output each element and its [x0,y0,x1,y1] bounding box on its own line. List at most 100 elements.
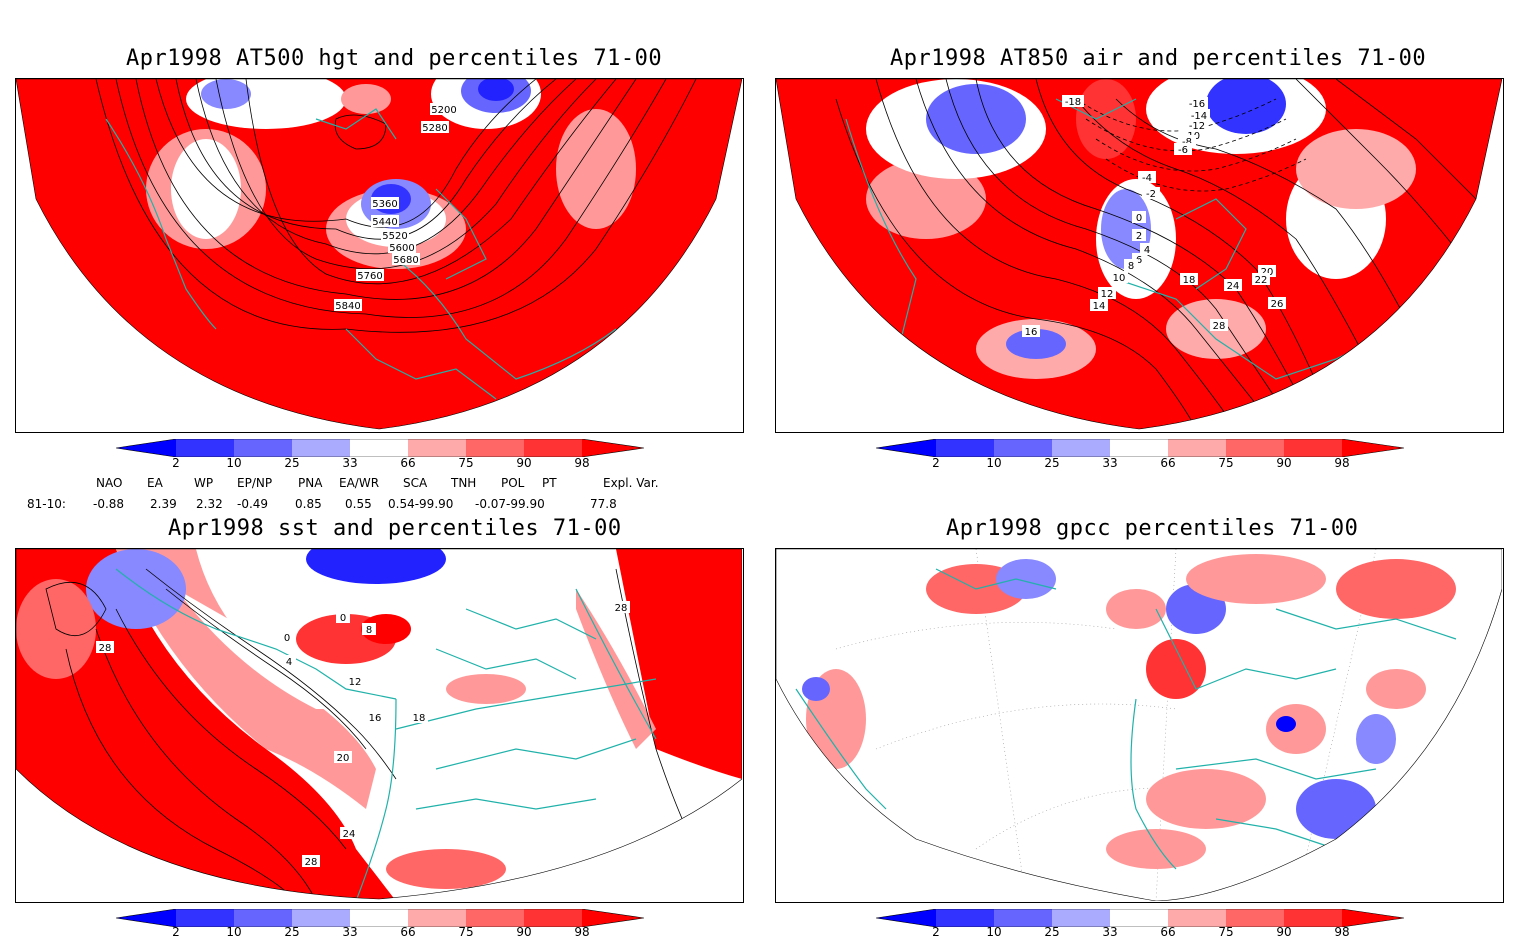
colorbar-tick: 66 [1160,925,1176,939]
colorbar-tick: 90 [1276,925,1292,939]
contour-label: 8 [366,625,372,636]
contour-label: 5200 [431,105,456,116]
colorbar-tick: 25 [1044,925,1060,939]
colorbar-at500: 2 10 25 33 66 75 90 98 [115,438,645,475]
colorbar-tick: 66 [400,456,416,470]
index-header: Expl. Var. [603,476,659,490]
contour-label: 5600 [389,243,414,254]
index-value: 2.39 [150,497,177,511]
contour-label: 18 [1183,275,1196,286]
colorbar-tick: 75 [458,925,474,939]
panel-title-at500: Apr1998 AT500 hgt and percentiles 71-00 [126,46,663,71]
contour-label: 12 [1101,289,1114,300]
colorbar-tick: 33 [342,456,358,470]
contour-label: 10 [1113,273,1126,284]
contour-label: 24 [1227,281,1240,292]
contour-label: -6 [1178,145,1188,156]
panel-title-sst: Apr1998 sst and percentiles 71-00 [168,516,622,541]
colorbar-tick: 2 [932,925,940,939]
index-header: PNA [298,476,323,490]
contour-label: -2 [1146,189,1156,200]
index-header: POL [501,476,525,490]
colorbar-tick: 25 [284,925,300,939]
contour-label: -16 [1189,99,1205,110]
contour-label: 24 [343,829,356,840]
colorbar-tick: 10 [986,925,1002,939]
colorbar-tick: 10 [226,925,242,939]
contour-label: 28 [615,603,628,614]
contour-label: 0 [1136,213,1142,224]
contour-label: -14 [1191,111,1207,122]
contour-label: 5520 [382,231,407,242]
colorbar-tick: 98 [1334,456,1350,470]
contour-label: 5280 [422,123,447,134]
contour-label: 26 [1271,299,1284,310]
map-panel-at850: -18 -16 -14 -12 -10 -8 -6 -4 -2 0 2 4 6 … [775,78,1504,433]
colorbar-tick: 75 [1218,456,1234,470]
map-gpcc [776,549,1502,901]
index-value: -0.88 [93,497,125,511]
index-value: 0.55 [345,497,372,511]
panel-title-at850: Apr1998 AT850 air and percentiles 71-00 [890,46,1427,71]
colorbar-tick: 98 [1334,925,1350,939]
contour-label: -12 [1189,121,1205,132]
index-header: PT [542,476,557,490]
contour-label: 28 [1213,321,1226,332]
contour-label: 2 [1136,231,1142,242]
map-at850: -18 -16 -14 -12 -10 -8 -6 -4 -2 0 2 4 6 … [776,79,1502,430]
colorbar-tick: 90 [516,925,532,939]
colorbar-tick: 98 [574,456,590,470]
index-value: -0.49 [237,497,269,511]
contour-label: -4 [1142,173,1152,184]
index-row-label: 81-10: [27,497,66,511]
index-value: 2.32 [196,497,223,511]
contour-label: 5760 [357,271,382,282]
map-at500: 5200 5280 5360 5440 5520 5600 5680 5760 … [16,79,742,430]
contour-label: 14 [1093,301,1106,312]
map-panel-sst: 0 0 4 8 12 16 18 20 24 28 28 28 [15,548,744,903]
index-header: TNH [451,476,477,490]
colorbar-sst: 2 10 25 33 66 75 90 98 [115,908,645,940]
index-value: 0.85 [295,497,322,511]
contour-label: -8 [1182,137,1192,148]
contour-label: 6 [1136,255,1142,266]
index-header: NAO [96,476,123,490]
index-value: 0.54-99.90 [388,497,454,511]
colorbar-tick: 66 [400,925,416,939]
map-sst: 0 0 4 8 12 16 18 20 24 28 28 28 [16,549,742,900]
index-header: WP [194,476,214,490]
contour-label: 4 [1144,245,1150,256]
contour-label: 5360 [372,199,397,210]
colorbar-tick: 90 [1276,456,1292,470]
index-value: -0.07-99.90 [475,497,545,511]
colorbar-tick: 2 [172,925,180,939]
colorbar-tick: 75 [458,456,474,470]
colorbar-tick: 90 [516,456,532,470]
colorbar-tick: 10 [986,456,1002,470]
contour-label: 8 [1128,261,1134,272]
colorbar-tick: 33 [1102,456,1118,470]
map-panel-gpcc [775,548,1504,903]
index-header: EP/NP [237,476,273,490]
contour-label: 16 [1025,327,1038,338]
index-header: EA [147,476,163,490]
contour-label: 12 [349,677,362,688]
colorbar-tick: 66 [1160,456,1176,470]
contour-label: 20 [1261,267,1274,278]
index-header: SCA [403,476,428,490]
map-panel-at500: 5200 5280 5360 5440 5520 5600 5680 5760 … [15,78,744,433]
contour-label: 0 [340,613,346,624]
colorbar-at850: 2 10 25 33 66 75 90 98 [875,438,1405,475]
colorbar-tick: 98 [574,925,590,939]
colorbar-tick: 33 [1102,925,1118,939]
contour-label: 28 [99,643,112,654]
index-header: EA/WR [339,476,380,490]
contour-label: -18 [1065,97,1081,108]
colorbar-tick: 25 [284,456,300,470]
teleconnection-indices: NAO EA WP EP/NP PNA EA/WR SCA TNH POL PT… [0,474,760,514]
colorbar-tick: 2 [932,456,940,470]
colorbar-gpcc: 2 10 25 33 66 75 90 98 [875,908,1405,940]
colorbar-tick: 75 [1218,925,1234,939]
contour-label: 0 [284,633,290,644]
colorbar-tick: 2 [172,456,180,470]
